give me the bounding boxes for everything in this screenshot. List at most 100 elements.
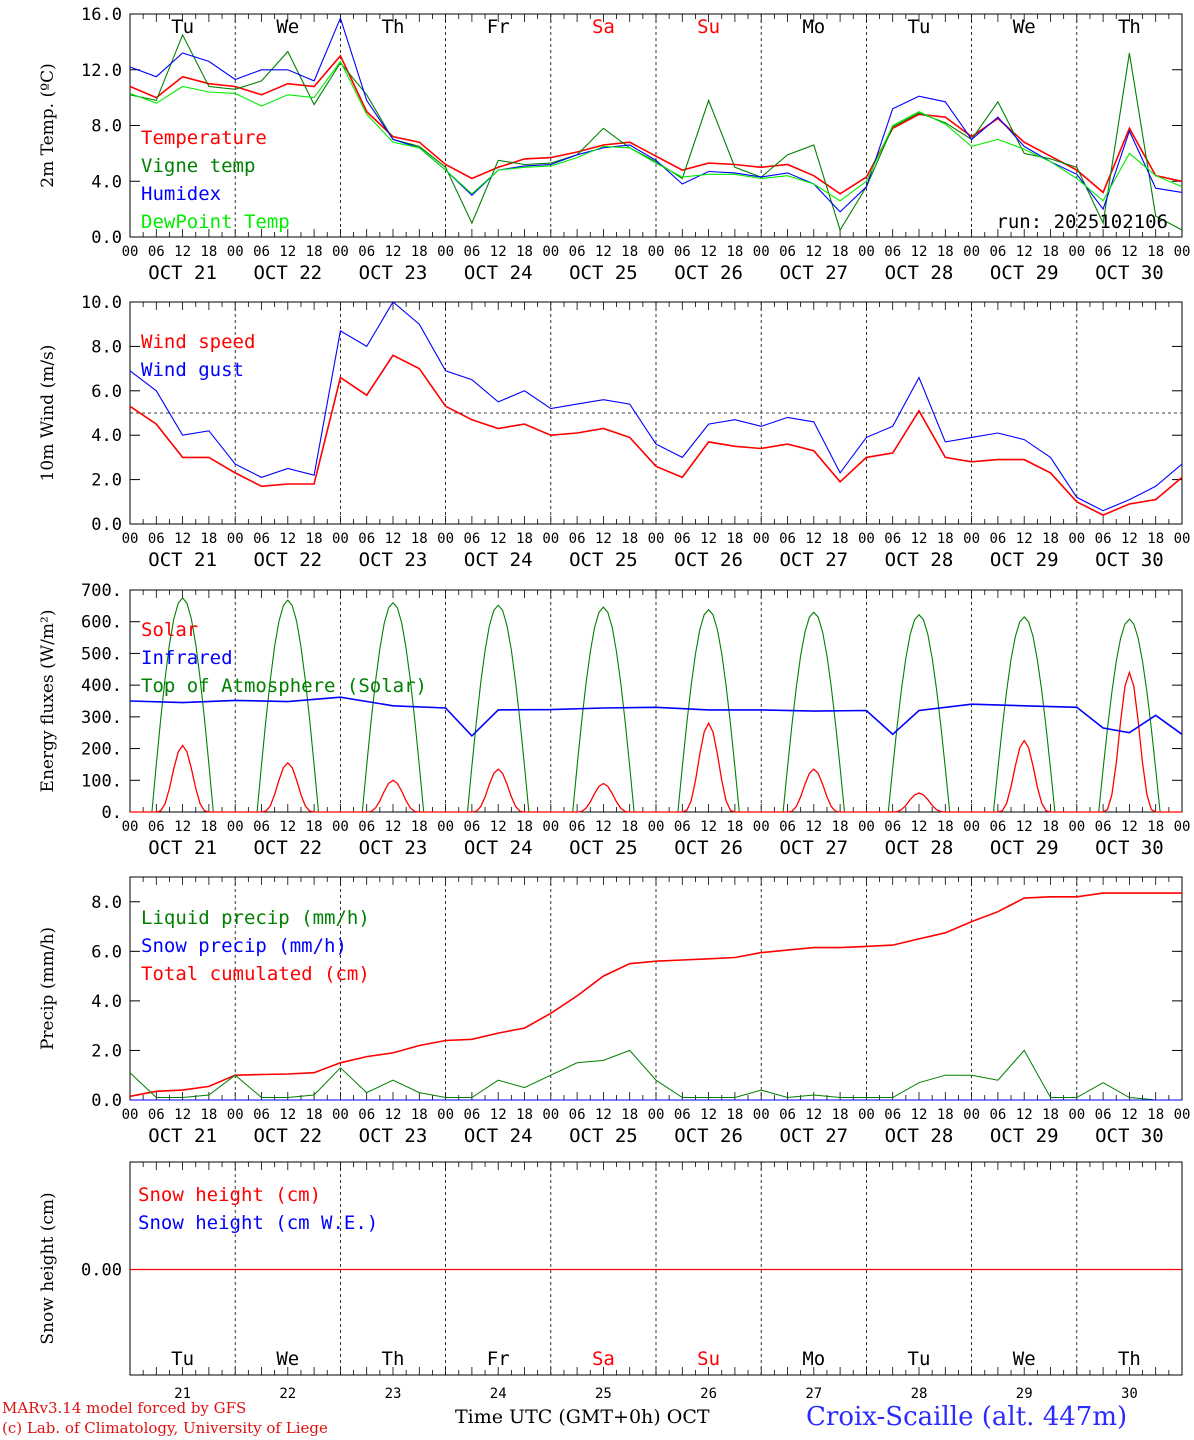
hour-tick-label: 00 — [1174, 819, 1191, 835]
hour-tick-label: 06 — [674, 531, 691, 547]
hour-tick-label: 06 — [463, 819, 480, 835]
hour-tick-label: 18 — [1147, 819, 1164, 835]
hour-tick-label: 00 — [332, 1107, 349, 1123]
hour-tick-label: 18 — [937, 1107, 954, 1123]
date-label: OCT 24 — [464, 837, 533, 859]
lab-credit: (c) Lab. of Climatology, University of L… — [2, 1419, 328, 1437]
hour-tick-label: 18 — [937, 244, 954, 260]
hour-tick-label: 00 — [753, 531, 770, 547]
weekday-label: Th — [382, 16, 405, 38]
hour-tick-label: 00 — [542, 1107, 559, 1123]
y-tick-label: 0.00 — [81, 1261, 122, 1281]
hour-tick-label: 00 — [227, 1107, 244, 1123]
hour-tick-label: 06 — [253, 819, 270, 835]
hour-tick-label: 06 — [779, 531, 796, 547]
day-number-label: 30 — [1121, 1386, 1138, 1402]
hour-tick-label: 12 — [385, 244, 402, 260]
date-label: OCT 25 — [569, 549, 638, 571]
weekday-label: We — [276, 1348, 299, 1370]
y-tick-label: 4.0 — [91, 426, 122, 446]
hour-tick-label: 12 — [490, 531, 507, 547]
hour-tick-label: 00 — [1068, 531, 1085, 547]
hour-tick-label: 00 — [648, 1107, 665, 1123]
hour-tick-label: 00 — [1174, 531, 1191, 547]
weekday-label: Th — [1118, 1348, 1141, 1370]
hour-tick-label: 18 — [621, 531, 638, 547]
hour-tick-label: 18 — [726, 244, 743, 260]
date-label: OCT 29 — [990, 1125, 1059, 1147]
y-tick-label: 600. — [81, 613, 122, 633]
series-toa-solar — [656, 608, 762, 813]
weekday-label: We — [1013, 1348, 1036, 1370]
y-tick-label: 8.0 — [91, 117, 122, 137]
hour-tick-label: 00 — [332, 244, 349, 260]
series-solar — [340, 779, 446, 813]
y-tick-label: 0.0 — [91, 1091, 122, 1111]
hour-tick-label: 18 — [937, 531, 954, 547]
y-tick-label: 4.0 — [91, 172, 122, 192]
hour-tick-label: 06 — [779, 244, 796, 260]
date-label: OCT 23 — [359, 837, 428, 859]
date-label: OCT 23 — [359, 262, 428, 284]
hour-tick-label: 18 — [411, 244, 428, 260]
legend-entry: Vigne temp — [141, 155, 255, 177]
hour-tick-label: 12 — [805, 244, 822, 260]
hour-tick-label: 12 — [1121, 1107, 1138, 1123]
y-tick-label: 400. — [81, 676, 122, 696]
hour-tick-label: 06 — [463, 531, 480, 547]
series-wind-gust — [129, 301, 1183, 512]
y-axis-title: Energy fluxes (W/m²) — [38, 610, 58, 793]
hour-tick-label: 00 — [332, 531, 349, 547]
day-number-label: 21 — [174, 1386, 191, 1402]
hour-tick-label: 12 — [595, 244, 612, 260]
hour-tick-label: 06 — [148, 244, 165, 260]
date-label: OCT 22 — [253, 262, 322, 284]
date-label: OCT 21 — [148, 1125, 217, 1147]
hour-tick-label: 00 — [648, 819, 665, 835]
date-label: OCT 29 — [990, 837, 1059, 859]
model-credit: MARv3.14 model forced by GFS — [2, 1399, 247, 1417]
legend-entry: Infrared — [141, 647, 233, 669]
date-label: OCT 28 — [885, 262, 954, 284]
weekday-label: Mo — [802, 16, 825, 38]
hour-tick-label: 18 — [1042, 531, 1059, 547]
hour-tick-label: 00 — [227, 531, 244, 547]
date-label: OCT 25 — [569, 262, 638, 284]
hour-tick-label: 12 — [490, 819, 507, 835]
weekday-label: Tu — [171, 1348, 194, 1370]
date-label: OCT 30 — [1095, 1125, 1164, 1147]
series-toa-solar — [235, 599, 341, 813]
series-solar — [130, 744, 236, 813]
hour-tick-label: 18 — [516, 244, 533, 260]
hour-tick-label: 06 — [779, 1107, 796, 1123]
date-label: OCT 22 — [253, 837, 322, 859]
date-label: OCT 29 — [990, 262, 1059, 284]
day-number-label: 29 — [1016, 1386, 1033, 1402]
hour-tick-label: 18 — [306, 244, 323, 260]
series-solar — [1076, 670, 1182, 813]
hour-tick-label: 18 — [1147, 1107, 1164, 1123]
date-label: OCT 24 — [464, 262, 533, 284]
date-label: OCT 26 — [674, 262, 743, 284]
y-tick-label: 0.0 — [91, 228, 122, 248]
hour-tick-label: 12 — [911, 819, 928, 835]
hour-tick-label: 00 — [122, 1107, 139, 1123]
hour-tick-label: 12 — [700, 531, 717, 547]
hour-tick-label: 18 — [200, 244, 217, 260]
panel-frame-1 — [129, 13, 1183, 238]
hour-tick-label: 12 — [805, 819, 822, 835]
hour-tick-label: 00 — [227, 244, 244, 260]
hour-tick-label: 06 — [674, 244, 691, 260]
y-axis-title: 10m Wind (m/s) — [38, 345, 58, 482]
series-toa-solar — [761, 611, 867, 813]
hour-tick-label: 18 — [200, 531, 217, 547]
hour-tick-label: 00 — [1068, 244, 1085, 260]
hour-tick-label: 18 — [832, 1107, 849, 1123]
y-tick-label: 0. — [102, 803, 122, 823]
hour-tick-label: 00 — [753, 244, 770, 260]
hour-tick-label: 06 — [463, 1107, 480, 1123]
station-label: Croix-Scaille (alt. 447m) — [806, 1402, 1128, 1432]
hour-tick-label: 00 — [1068, 819, 1085, 835]
hour-tick-label: 12 — [490, 244, 507, 260]
hour-tick-label: 18 — [411, 1107, 428, 1123]
